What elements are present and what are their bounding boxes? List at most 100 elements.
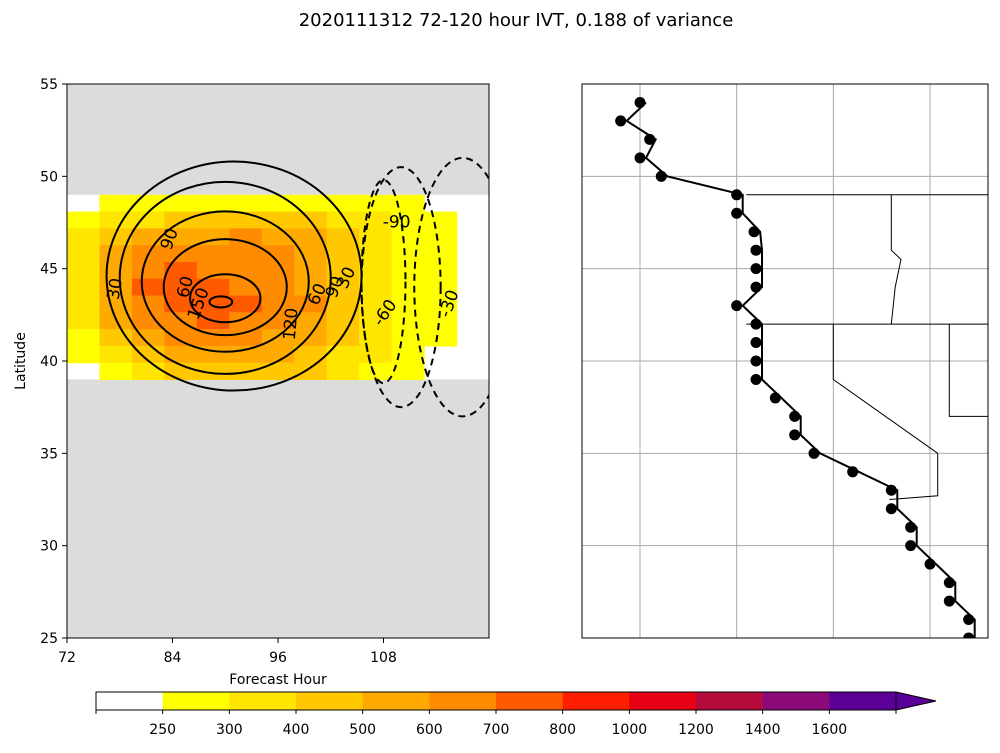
- coastal-point: [808, 447, 820, 459]
- filled-contour-cell: [164, 345, 198, 364]
- filled-contour-cell: [99, 261, 133, 280]
- filled-contour-cell: [391, 329, 425, 347]
- filled-contour-cell: [326, 278, 360, 297]
- filled-contour-cell: [326, 362, 360, 381]
- colorbar-tick-label: 600: [416, 722, 443, 738]
- figure-title: 2020111312 72-120 hour IVT, 0.188 of var…: [299, 10, 734, 31]
- filled-contour-cell: [261, 345, 295, 364]
- contour-line: [162, 238, 288, 337]
- filled-contour-cell: [196, 362, 230, 381]
- filled-contour-cell: [359, 329, 393, 347]
- coastal-point: [924, 558, 936, 570]
- colorbar-bin: [362, 692, 430, 710]
- filled-contour-cell: [261, 295, 295, 313]
- filled-contour-cell: [294, 228, 328, 246]
- filled-contour-cell: [99, 245, 133, 263]
- coastal-point: [644, 133, 656, 145]
- filled-contour-cell: [67, 228, 101, 246]
- coastal-point: [634, 96, 646, 108]
- filled-contour-cell: [391, 312, 425, 330]
- contour-label: 30: [104, 277, 127, 302]
- filled-contour-cell: [391, 278, 425, 297]
- coastal-point: [847, 466, 859, 478]
- state-border: [948, 324, 988, 417]
- filled-contour-cell: [391, 345, 425, 364]
- filled-contour-cell: [131, 295, 165, 313]
- filled-contour-cell: [131, 312, 165, 330]
- filled-contour-cell: [261, 329, 295, 347]
- filled-contour-cell: [326, 312, 360, 330]
- filled-contour-cell: [67, 329, 101, 347]
- coastal-point: [789, 410, 801, 422]
- filled-contour-cell: [229, 295, 263, 313]
- filled-contour-cell: [196, 261, 230, 280]
- filled-contour-cell: [424, 312, 458, 330]
- filled-contour-cell: [326, 211, 360, 229]
- coastal-point: [634, 152, 646, 164]
- colorbar-extend-arrow: [895, 691, 937, 711]
- colorbar-tick-label: 300: [216, 722, 243, 738]
- contour-label: -90: [383, 213, 411, 233]
- coastal-point: [655, 170, 667, 182]
- contour-line: [413, 156, 489, 418]
- x-axis-label: Forecast Hour: [229, 672, 327, 688]
- colorbar-bin: [562, 692, 630, 710]
- coastal-point: [769, 392, 781, 404]
- filled-contour-cell: [424, 329, 458, 347]
- colorbar-tick-label: 1400: [745, 722, 781, 738]
- filled-contour-cell: [164, 261, 198, 280]
- colorbar-tick-label: 1600: [812, 722, 848, 738]
- filled-contour-cell: [229, 194, 263, 213]
- colorbar-bin: [96, 692, 164, 710]
- coastal-point: [905, 540, 917, 552]
- y-tick-label: 45: [40, 262, 58, 278]
- coastal-point: [789, 429, 801, 441]
- coastal-point: [750, 318, 762, 330]
- filled-contour-cell: [67, 295, 101, 313]
- state-border: [890, 194, 902, 325]
- filled-contour-cell: [164, 278, 198, 297]
- filled-contour-cell: [99, 228, 133, 246]
- filled-contour-cell: [99, 362, 133, 381]
- colorbar-bin: [162, 692, 230, 710]
- filled-contour-cell: [294, 245, 328, 263]
- filled-contour-cell: [67, 245, 101, 263]
- y-tick-label: 30: [40, 539, 58, 555]
- filled-contour-cell: [391, 245, 425, 263]
- map-panel: [581, 83, 989, 639]
- coastline: [625, 101, 976, 638]
- filled-contour-cell: [359, 345, 393, 364]
- filled-contour-cell: [164, 329, 198, 347]
- filled-contour-cell: [131, 261, 165, 280]
- filled-contour-cell: [391, 295, 425, 313]
- colorbar-bin: [429, 692, 497, 710]
- contour-label: 120: [280, 307, 303, 341]
- filled-contour-cell: [67, 278, 101, 297]
- filled-contour-cell: [359, 295, 393, 313]
- y-tick-label: 25: [40, 631, 58, 647]
- filled-contour-cell: [131, 278, 165, 297]
- filled-contour-cell: [67, 261, 101, 280]
- colorbar-bin: [496, 692, 564, 710]
- y-axis-label: Latitude: [13, 332, 29, 390]
- filled-contour-cell: [424, 245, 458, 263]
- filled-contour-cell: [67, 345, 101, 364]
- coastal-point: [750, 337, 762, 349]
- filled-contour-cell: [294, 278, 328, 297]
- filled-contour-cell: [294, 261, 328, 280]
- colorbar-bin: [829, 692, 897, 710]
- coastal-point: [750, 355, 762, 367]
- filled-contour-cell: [229, 312, 263, 330]
- y-tick-label: 50: [40, 169, 58, 185]
- contour-line: [118, 180, 332, 375]
- filled-contour-cell: [326, 261, 360, 280]
- filled-contour-cell: [164, 228, 198, 246]
- filled-contour-cell: [424, 211, 458, 229]
- filled-contour-cell: [261, 278, 295, 297]
- filled-contour-cell: [359, 228, 393, 246]
- coastal-point: [963, 632, 975, 638]
- coastal-point: [963, 614, 975, 626]
- filled-contour-cell: [131, 211, 165, 229]
- x-tick-label: 108: [370, 650, 397, 666]
